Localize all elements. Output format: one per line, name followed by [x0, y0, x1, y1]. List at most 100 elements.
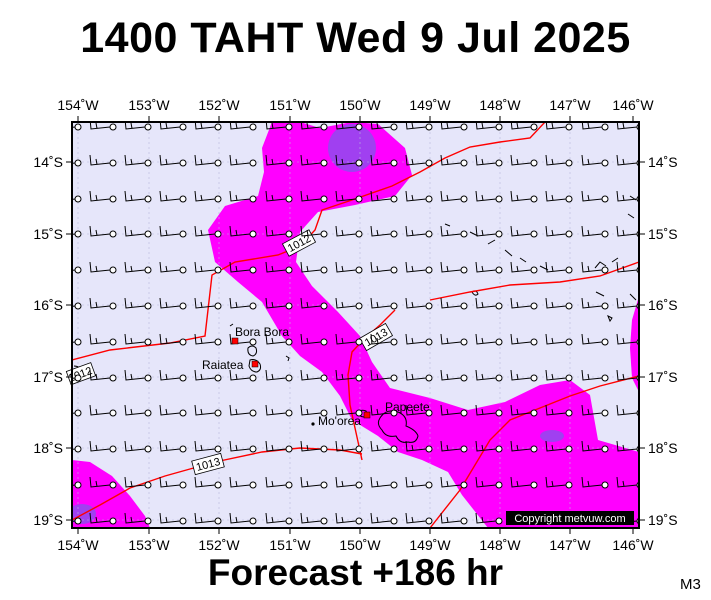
wind-barb-icon	[335, 297, 363, 310]
wind-barb-icon	[370, 369, 398, 382]
wind-barb-icon	[545, 297, 573, 310]
wind-barb-icon	[265, 440, 293, 453]
wind-barb-icon	[229, 369, 257, 382]
wind-barb-icon	[475, 190, 503, 203]
wind-barb-icon	[265, 225, 293, 238]
wind-barb-icon	[581, 154, 609, 167]
wind-barb-icon	[300, 333, 328, 346]
wind-barb-icon	[440, 225, 468, 238]
wind-barb-icon	[89, 297, 117, 310]
wind-barb-icon	[581, 225, 609, 238]
wind-barb-icon	[72, 409, 82, 417]
wind-barb-icon	[72, 517, 82, 525]
wind-barb-icon	[265, 369, 293, 382]
lat-labels-left: 14˚S 15˚S 16˚S 17˚S 18˚S 19˚S	[33, 154, 63, 528]
wind-barb-icon	[510, 404, 538, 417]
place-label-bora-bora: Bora Bora	[235, 325, 289, 339]
wind-barb-icon	[265, 190, 293, 203]
wind-barb-icon	[194, 476, 222, 489]
wind-barb-icon	[159, 476, 187, 489]
wind-barb-icon	[72, 230, 82, 238]
wind-barb-icon	[229, 261, 257, 274]
wind-barb-icon	[265, 154, 293, 167]
wind-barb-icon	[510, 225, 538, 238]
wind-barb-icon	[440, 297, 468, 310]
wind-barb-icon	[72, 266, 82, 274]
map-frame	[71, 121, 640, 529]
lon-label: 152˚W	[198, 537, 240, 553]
wind-barb-icon	[370, 333, 398, 346]
wind-barb-icon	[370, 476, 398, 489]
wind-barb-icon	[159, 440, 187, 453]
wind-barb-icon	[159, 333, 187, 346]
wind-barb-icon	[510, 440, 538, 453]
wind-barb-icon	[124, 261, 152, 274]
places: Bora Bora Raiatea Mo'orea Papeete	[202, 325, 430, 428]
wind-barb-icon	[616, 369, 639, 382]
place-label-raiatea: Raiatea	[202, 358, 244, 372]
wind-barb-icon	[265, 297, 293, 310]
wind-barb-icon	[72, 159, 82, 167]
wind-barb-icon	[300, 225, 328, 238]
wind-barb-icon	[159, 404, 187, 417]
copyright-text: Copyright metvuw.com	[514, 513, 625, 525]
wind-barb-icon	[370, 404, 398, 417]
wind-barb-icon	[89, 333, 117, 346]
wind-barb-icon	[124, 404, 152, 417]
wind-barb-icon	[194, 261, 222, 274]
rain-band-east	[630, 296, 639, 392]
axis-ticks	[66, 116, 645, 534]
wind-barb-icon	[89, 476, 117, 489]
place-label-moorea: Mo'orea	[318, 414, 361, 428]
wind-barb-icon	[405, 476, 433, 489]
wind-barb-icon	[475, 476, 503, 489]
wind-barb-icon	[335, 512, 363, 525]
isobar-1012-north	[72, 122, 546, 361]
wind-barb-icon	[300, 297, 328, 310]
wind-barb-icon	[440, 190, 468, 203]
wind-barb-icon	[89, 404, 117, 417]
lon-label: 149˚W	[409, 537, 451, 553]
wind-barb-icon	[229, 154, 257, 167]
lat-labels-right: 14˚S 15˚S 16˚S 17˚S 18˚S 19˚S	[648, 154, 678, 528]
wind-barb-icon	[545, 154, 573, 167]
lon-labels-top: 154˚W 153˚W 152˚W 151˚W 150˚W 149˚W 148˚…	[57, 97, 654, 113]
wind-barb-icon	[510, 476, 538, 489]
wind-barb-icon	[194, 369, 222, 382]
wind-barb-icon	[440, 333, 468, 346]
wind-barb-icon	[405, 297, 433, 310]
wind-barb-icon	[510, 297, 538, 310]
wind-barb-icon	[405, 369, 433, 382]
wind-barb-icon	[581, 261, 609, 274]
lat-label: 19˚S	[33, 512, 63, 528]
wind-barb-icon	[72, 123, 82, 131]
wind-barb-icon	[300, 261, 328, 274]
wind-barb-icon	[89, 440, 117, 453]
rain-core-east	[540, 430, 564, 442]
wind-barb-icon	[159, 225, 187, 238]
wind-barb-icon	[370, 122, 398, 131]
wind-barb-icon	[159, 190, 187, 203]
lon-label: 151˚W	[269, 537, 311, 553]
wind-barb-icon	[124, 225, 152, 238]
wind-barb-icon	[300, 476, 328, 489]
lat-label: 16˚S	[33, 297, 63, 313]
wind-barb-icon	[124, 154, 152, 167]
lon-label: 147˚W	[549, 97, 591, 113]
wind-barb-icon	[370, 154, 398, 167]
wind-barb-icon	[300, 404, 328, 417]
lon-label: 150˚W	[339, 537, 381, 553]
wind-barb-icon	[265, 333, 293, 346]
wind-barb-icon	[159, 122, 187, 131]
wind-barb-icon	[581, 190, 609, 203]
lon-label: 146˚W	[612, 537, 654, 553]
wind-barb-icon	[475, 369, 503, 382]
wind-barb-icon	[545, 404, 573, 417]
lat-label: 14˚S	[33, 154, 63, 170]
wind-barb-icon	[475, 440, 503, 453]
wind-barb-icon	[194, 440, 222, 453]
lon-label: 150˚W	[339, 97, 381, 113]
lon-label: 146˚W	[612, 97, 654, 113]
wind-barb-icon	[370, 261, 398, 274]
wind-barb-icon	[124, 512, 152, 525]
